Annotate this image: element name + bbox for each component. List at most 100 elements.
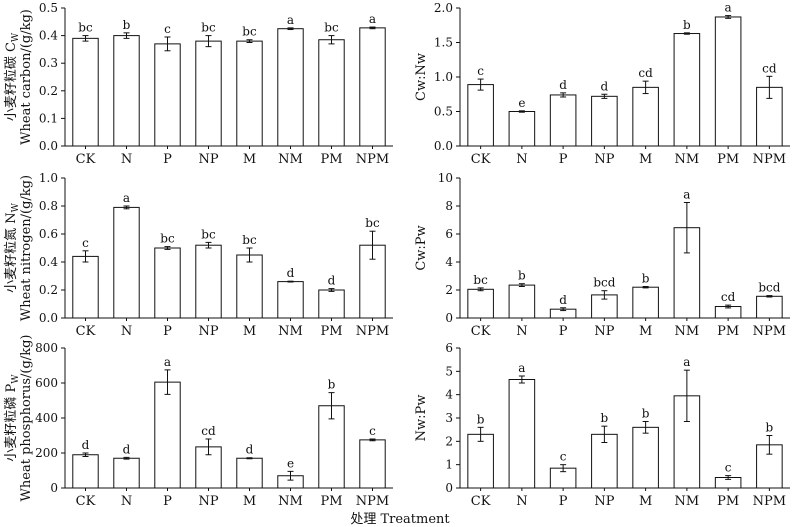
- x-tick-label-PM: PM: [717, 494, 739, 509]
- bar-M: [632, 286, 659, 319]
- significance-letter: cd: [638, 66, 653, 80]
- significance-letter: c: [164, 22, 171, 36]
- y-tick-label: 0.0: [434, 139, 453, 153]
- x-tick-label-M: M: [639, 324, 652, 339]
- x-tick-label-NP: NP: [198, 494, 218, 509]
- x-tick-label-N: N: [121, 152, 132, 167]
- significance-letter: a: [683, 355, 690, 369]
- y-tick-label: 0.5: [39, 1, 58, 15]
- y-tick-label: 0: [445, 481, 453, 495]
- significance-letter: bc: [160, 232, 175, 246]
- significance-letter: d: [246, 443, 254, 457]
- y-axis-title-subscript: W: [11, 32, 21, 42]
- bar-NP: [591, 433, 618, 489]
- bar-CK: [72, 454, 99, 489]
- y-tick-label: 5: [445, 364, 453, 378]
- y-tick-label: 6: [445, 341, 453, 355]
- significance-letter: d: [287, 266, 295, 280]
- significance-letter: bc: [473, 273, 488, 287]
- x-tick-label-CK: CK: [471, 494, 491, 509]
- x-tick-label-PM: PM: [320, 494, 342, 509]
- x-tick-label-PM: PM: [717, 324, 739, 339]
- x-tick-label-PM: PM: [320, 152, 342, 167]
- y-tick-label: 0.0: [39, 139, 58, 153]
- significance-letter: a: [164, 355, 171, 369]
- y-axis-title-cn: 小麦籽粒磷 PW: [4, 374, 21, 462]
- x-tick-label-NPM: NPM: [753, 152, 786, 167]
- bar-NM: [277, 281, 304, 319]
- chart-panel-nw: 0.0 0.2 0.4 0.6 0.8 1.0 c CK a Nbc Pbc NP bc Md NM d PM b…: [4, 171, 393, 339]
- x-tick-label-N: N: [121, 324, 132, 339]
- significance-letter: a: [287, 13, 294, 27]
- bar-M: [632, 426, 659, 489]
- y-tick-label: 1.0: [434, 70, 453, 84]
- x-axis-title: 处理 Treatment: [350, 512, 450, 527]
- bar-CK: [467, 288, 494, 319]
- y-axis-title-subscript: W: [11, 374, 21, 384]
- x-tick-label-M: M: [639, 494, 652, 509]
- significance-letter: bc: [242, 25, 257, 39]
- y-tick-label: 4: [445, 255, 453, 269]
- bar-M: [236, 40, 263, 147]
- x-tick-label-PM: PM: [320, 324, 342, 339]
- bar-PM: [318, 289, 345, 319]
- significance-letter: bcd: [758, 281, 780, 295]
- bar-M: [236, 457, 263, 489]
- bar-N: [508, 284, 536, 319]
- x-tick-label-P: P: [163, 494, 172, 509]
- y-axis-title: Nw:Pw: [414, 395, 429, 442]
- x-tick-label-P: P: [559, 324, 568, 339]
- chart-panel-cw: 0.0 0.1 0.2 0.3 0.4 0.5 bc CK b Nc Pbc NP bc Ma NM bc PM…: [4, 1, 393, 167]
- x-tick-label-NPM: NPM: [753, 324, 786, 339]
- x-tick-label-CK: CK: [76, 152, 96, 167]
- bar-CK: [72, 255, 99, 319]
- y-axis-title-en: Wheat carbon/(g/kg): [19, 9, 34, 145]
- x-tick-label-NM: NM: [278, 152, 303, 167]
- x-tick-label-NM: NM: [278, 494, 303, 509]
- significance-letter: bcd: [593, 276, 615, 290]
- x-tick-label-M: M: [243, 152, 256, 167]
- significance-letter: b: [518, 269, 526, 283]
- x-tick-label-NP: NP: [594, 494, 614, 509]
- x-tick-label-CK: CK: [471, 324, 491, 339]
- significance-letter: c: [477, 64, 484, 78]
- x-tick-label-N: N: [516, 152, 527, 167]
- y-tick-label: 0.4: [39, 255, 58, 269]
- y-tick-label: 2.0: [434, 1, 453, 15]
- significance-letter: d: [559, 293, 567, 307]
- bar-NPM: [756, 295, 783, 319]
- chart-panel-nwpw: 0 1 2 3 4 5 6 b CK a Nc Pb NP b Ma NM c PM b NPM Nw:Pw: [414, 341, 790, 509]
- bar-P: [154, 43, 181, 147]
- bar-NPM: [359, 439, 386, 489]
- bar-NM: [673, 33, 701, 147]
- y-tick-label: 0.2: [39, 283, 58, 297]
- significance-letter: bc: [201, 21, 216, 35]
- bar-M: [632, 86, 659, 147]
- significance-letter: d: [123, 442, 131, 456]
- bar-PM: [318, 39, 345, 147]
- bar-M: [236, 254, 263, 319]
- x-tick-label-P: P: [163, 152, 172, 167]
- bar-N: [113, 35, 140, 147]
- chart-panel-cwnw: 0.0 0.5 1.0 1.5 2.0 c CK e Nd Pd NP cd Mb NM a PM cd NPM C…: [414, 1, 790, 167]
- x-tick-label-NPM: NPM: [356, 152, 389, 167]
- y-tick-label: 0.4: [39, 29, 58, 43]
- y-tick-label: 4: [445, 388, 453, 402]
- significance-letter: bc: [78, 21, 93, 35]
- x-tick-label-NPM: NPM: [753, 494, 786, 509]
- significance-letter: b: [766, 421, 774, 435]
- x-tick-label-CK: CK: [471, 152, 491, 167]
- significance-letter: a: [518, 361, 525, 375]
- x-tick-label-M: M: [639, 152, 652, 167]
- y-tick-label: 400: [35, 411, 58, 425]
- significance-letter: b: [642, 407, 650, 421]
- y-tick-label: 2: [445, 283, 453, 297]
- x-tick-label-NP: NP: [198, 324, 218, 339]
- x-tick-label-N: N: [516, 494, 527, 509]
- bar-N: [113, 457, 140, 489]
- x-tick-label-NPM: NPM: [356, 494, 389, 509]
- x-tick-label-CK: CK: [76, 324, 96, 339]
- bar-N: [508, 379, 536, 489]
- x-tick-label-P: P: [559, 494, 568, 509]
